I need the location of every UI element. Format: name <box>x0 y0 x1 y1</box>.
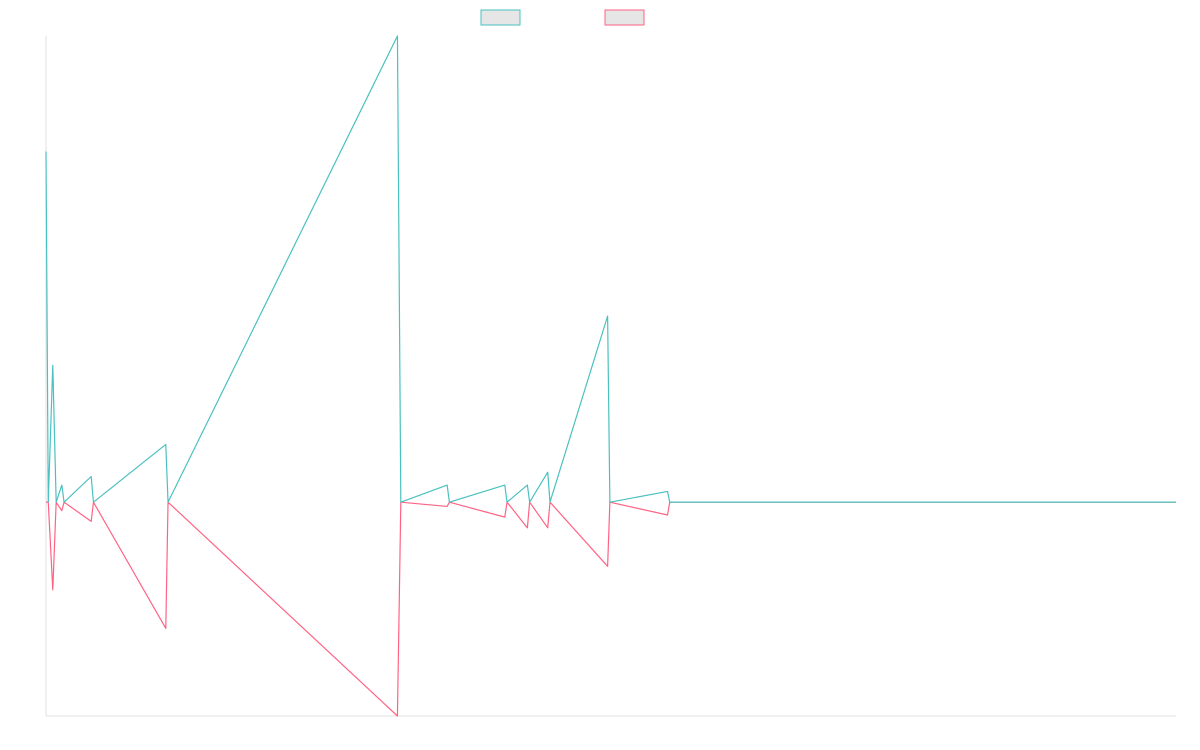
legend-swatch <box>604 9 645 26</box>
axes <box>45 36 1176 717</box>
legend-swatch <box>480 9 521 26</box>
legend-item <box>480 9 521 26</box>
legend <box>480 9 645 26</box>
legend-item <box>604 9 645 26</box>
series-layer <box>45 35 1176 717</box>
series-line-1 <box>46 501 1176 717</box>
series-line-0 <box>45 35 1176 503</box>
